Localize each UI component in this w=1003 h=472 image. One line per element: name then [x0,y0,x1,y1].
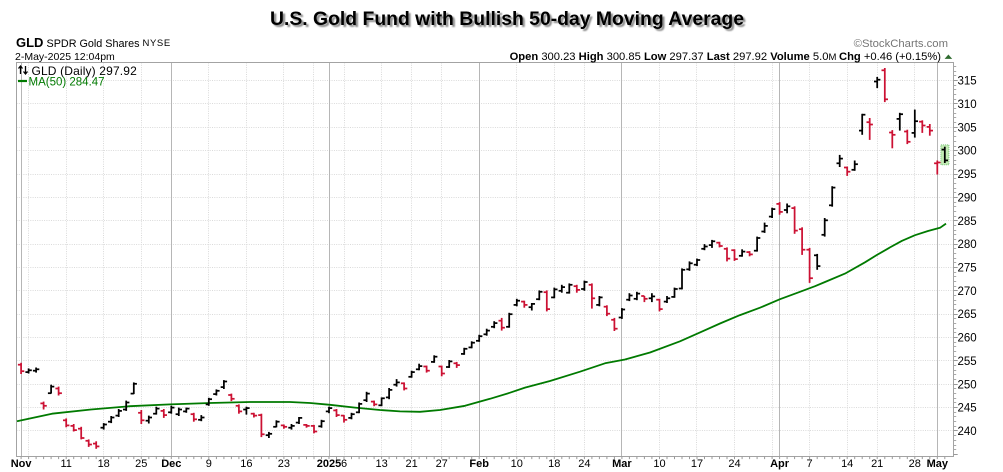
svg-text:16: 16 [240,458,252,470]
svg-text:24: 24 [728,458,740,470]
svg-text:U.S. Gold Fund with Bullish 50: U.S. Gold Fund with Bullish 50-day Movin… [270,8,744,30]
svg-text:300: 300 [958,146,977,158]
svg-text:23: 23 [278,458,290,470]
svg-text:245: 245 [958,403,977,415]
svg-text:28: 28 [909,458,921,470]
svg-text:275: 275 [958,263,977,275]
svg-text:©StockCharts.com: ©StockCharts.com [854,38,948,50]
svg-text:18: 18 [548,458,560,470]
svg-text:21: 21 [871,458,883,470]
svg-text:14: 14 [841,458,853,470]
svg-text:27: 27 [436,458,448,470]
svg-text:10: 10 [653,458,665,470]
svg-text:NYSE: NYSE [143,38,171,49]
svg-text:285: 285 [958,216,977,228]
svg-text:13: 13 [375,458,387,470]
svg-text:2-May-2025 12:04pm: 2-May-2025 12:04pm [15,51,115,63]
svg-text:7: 7 [807,458,813,470]
svg-text:315: 315 [958,76,977,88]
svg-text:25: 25 [135,458,147,470]
svg-text:2025: 2025 [317,458,341,470]
svg-text:9: 9 [206,458,212,470]
svg-text:10: 10 [511,458,523,470]
svg-text:305: 305 [958,122,977,134]
svg-text:GLD: GLD [16,35,43,50]
svg-text:270: 270 [958,286,977,298]
svg-text:11: 11 [60,458,71,470]
svg-text:Dec: Dec [161,458,181,470]
svg-text:250: 250 [958,379,977,391]
svg-text:SPDR Gold Shares: SPDR Gold Shares [47,38,141,50]
svg-text:MA(50) 284.47: MA(50) 284.47 [29,77,105,89]
svg-text:May: May [927,458,949,470]
svg-text:Nov: Nov [11,458,33,470]
svg-text:310: 310 [958,99,977,111]
svg-text:GLD (Daily) 297.92: GLD (Daily) 297.92 [32,64,138,78]
svg-text:Feb: Feb [469,458,489,470]
svg-text:18: 18 [98,458,110,470]
svg-text:290: 290 [958,192,977,204]
svg-text:295: 295 [958,169,977,181]
svg-text:Mar: Mar [612,458,632,470]
svg-text:17: 17 [691,458,703,470]
svg-text:24: 24 [578,458,590,470]
svg-text:21: 21 [405,458,417,470]
svg-text:240: 240 [958,426,977,438]
svg-text:Open 300.23 High 300.85 Low 29: Open 300.23 High 300.85 Low 297.37 Last … [510,51,942,63]
svg-text:260: 260 [958,333,977,345]
svg-text:255: 255 [958,356,977,368]
svg-text:Apr: Apr [770,458,790,470]
svg-text:U.S. Gold Fund with Bullish 50: U.S. Gold Fund with Bullish 50-day Movin… [272,10,746,32]
svg-text:280: 280 [958,239,977,251]
svg-text:6: 6 [341,458,347,470]
svg-text:265: 265 [958,309,977,321]
